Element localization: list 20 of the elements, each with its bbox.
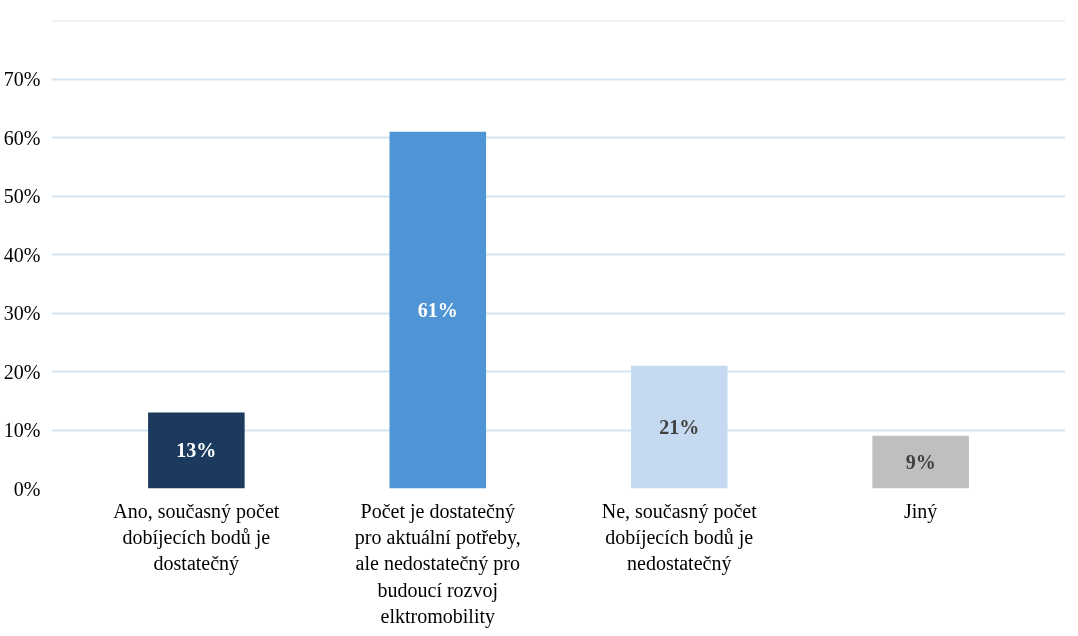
bar [630, 365, 728, 489]
y-tick-label: 10% [3, 419, 41, 441]
y-tick-label: 50% [3, 185, 41, 207]
bar [872, 435, 969, 489]
x-tick-label: Ano, současný počet dobíjecích bodů je dostatečný [113, 499, 280, 576]
y-tick-label: 20% [3, 360, 41, 383]
bar [148, 412, 245, 489]
data-label: 9% [905, 451, 936, 474]
data-label: 61% [417, 299, 458, 322]
x-tick-label: Počet je dostatečný pro aktuální potřeby, ale nedostatečný pro budoucí rozvoj elktromobility [354, 499, 521, 629]
y-tick-label: 0% [13, 477, 41, 500]
data-label: 21% [659, 416, 700, 439]
y-tick-label: 40% [3, 243, 41, 266]
y-tick-label: 30% [3, 302, 41, 324]
bar [389, 131, 487, 489]
x-tick-label: Jiný [903, 499, 938, 523]
x-tick-label: Ne, současný počet dobíjecích bodů je nedostatečný [601, 499, 758, 576]
y-tick-label: 70% [3, 68, 41, 90]
y-tick-label: 60% [3, 126, 41, 149]
data-label: 13% [176, 439, 217, 462]
